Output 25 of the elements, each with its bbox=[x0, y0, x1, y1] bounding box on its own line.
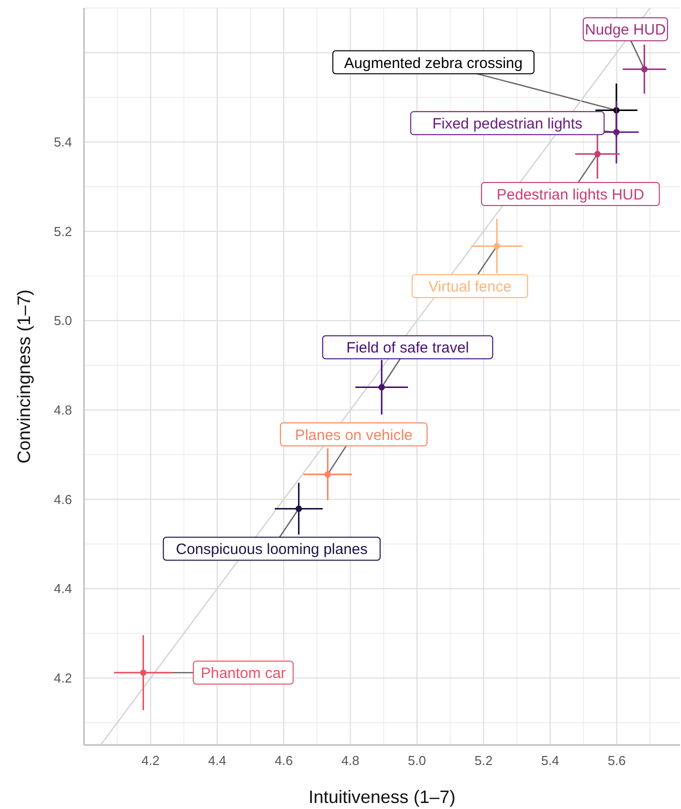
text: Planes on vehicle bbox=[294, 426, 413, 444]
x-tick-label: 4.2 bbox=[142, 753, 160, 768]
text: Virtual fence bbox=[428, 278, 512, 296]
y-tick-label: 4.8 bbox=[54, 402, 72, 418]
text: Field of safe travel bbox=[346, 340, 469, 357]
text: 5.0 bbox=[54, 313, 72, 328]
y-tick-label: 4.6 bbox=[54, 492, 72, 507]
text: Conspicuous looming planes bbox=[176, 541, 368, 558]
y-tick-label: 4.2 bbox=[54, 670, 72, 686]
text: Augmented zebra crossing bbox=[344, 54, 523, 72]
text: Nudge HUD bbox=[584, 22, 666, 39]
text: Pedestrian lights HUD bbox=[496, 186, 644, 204]
text: 5.0 bbox=[408, 753, 426, 768]
text: Phantom car bbox=[200, 665, 286, 682]
x-tick-label: 4.6 bbox=[274, 753, 293, 768]
x-tick-label: 5.2 bbox=[474, 753, 493, 768]
x-tick-label: 4.8 bbox=[341, 753, 360, 768]
x-tick-label: 4.4 bbox=[208, 753, 226, 768]
x-tick-label: 5.6 bbox=[608, 753, 626, 768]
y-tick-label: 4.4 bbox=[54, 581, 72, 596]
x-tick-label: 5.4 bbox=[541, 753, 560, 768]
y-tick-label: 5.4 bbox=[54, 134, 72, 150]
y-axis-title: Convincingness (1–7) bbox=[14, 289, 34, 464]
y-tick-label: 5.2 bbox=[54, 224, 72, 239]
x-axis-title: Intuitiveness (1–7) bbox=[308, 787, 456, 807]
